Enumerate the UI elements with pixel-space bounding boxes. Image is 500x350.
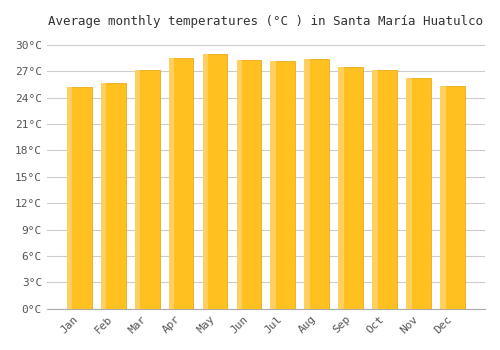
Bar [270, 61, 276, 309]
Bar [236, 60, 242, 309]
Title: Average monthly temperatures (°C ) in Santa María Huatulco: Average monthly temperatures (°C ) in Sa… [48, 15, 484, 28]
Bar [375, 70, 397, 309]
Bar [172, 58, 194, 309]
Bar [67, 87, 72, 309]
Bar [409, 78, 431, 309]
Bar [240, 60, 262, 309]
Bar [134, 70, 140, 309]
Bar [338, 67, 344, 309]
Bar [304, 59, 310, 309]
Bar [443, 86, 465, 309]
Bar [70, 87, 92, 309]
Bar [440, 86, 446, 309]
Bar [202, 54, 208, 309]
Bar [274, 61, 295, 309]
Bar [372, 70, 378, 309]
Bar [100, 83, 106, 309]
Bar [206, 54, 228, 309]
Bar [168, 58, 174, 309]
Bar [341, 67, 363, 309]
Bar [307, 59, 330, 309]
Bar [406, 78, 412, 309]
Bar [138, 70, 160, 309]
Bar [104, 83, 126, 309]
